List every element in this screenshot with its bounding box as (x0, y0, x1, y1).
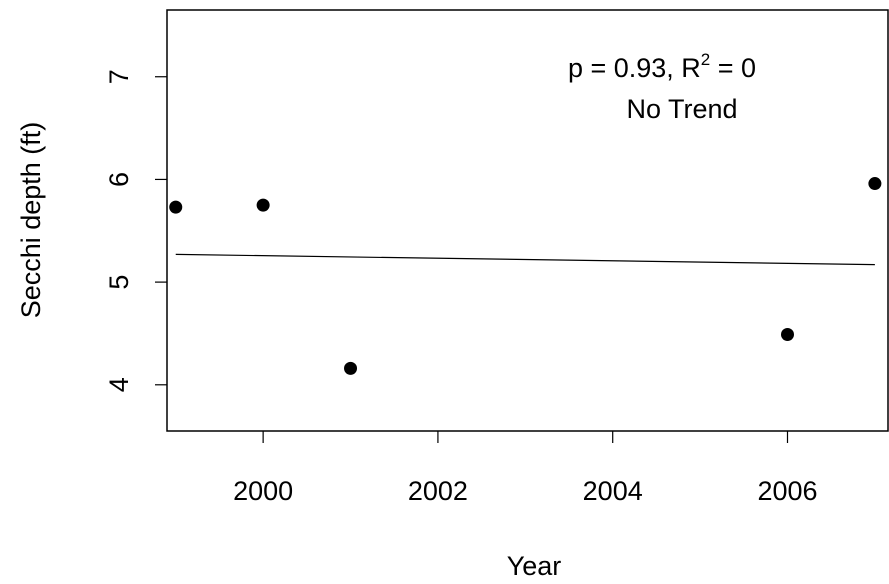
annotation-stats: p = 0.93, R2 = 0 (568, 50, 756, 83)
y-tick-label: 4 (104, 377, 134, 392)
data-points (169, 177, 882, 375)
plot-border (166, 9, 889, 432)
annotation-stats-superscript: 2 (701, 50, 710, 69)
x-tick-label: 2002 (408, 476, 468, 506)
x-tick-label: 2006 (757, 476, 817, 506)
y-axis: 4 5 6 7 (104, 69, 167, 392)
y-tick-label: 7 (104, 69, 134, 84)
x-axis: 2000 2002 2004 2006 (233, 431, 818, 506)
data-point (169, 200, 183, 214)
annotation-stats-main: p = 0.93, R (568, 53, 701, 83)
y-tick-label: 5 (104, 275, 134, 290)
data-point (780, 327, 794, 341)
y-axis-title: Secchi depth (ft) (16, 122, 46, 319)
x-tick-label: 2000 (233, 476, 293, 506)
data-point (256, 198, 270, 212)
data-point (868, 177, 882, 191)
data-point (344, 361, 358, 375)
trend-line (175, 253, 875, 266)
annotation-trend: No Trend (626, 94, 737, 124)
annotation-stats-tail: = 0 (710, 53, 756, 83)
x-axis-title: Year (507, 551, 562, 581)
x-tick-label: 2004 (583, 476, 643, 506)
y-tick-label: 6 (104, 172, 134, 187)
